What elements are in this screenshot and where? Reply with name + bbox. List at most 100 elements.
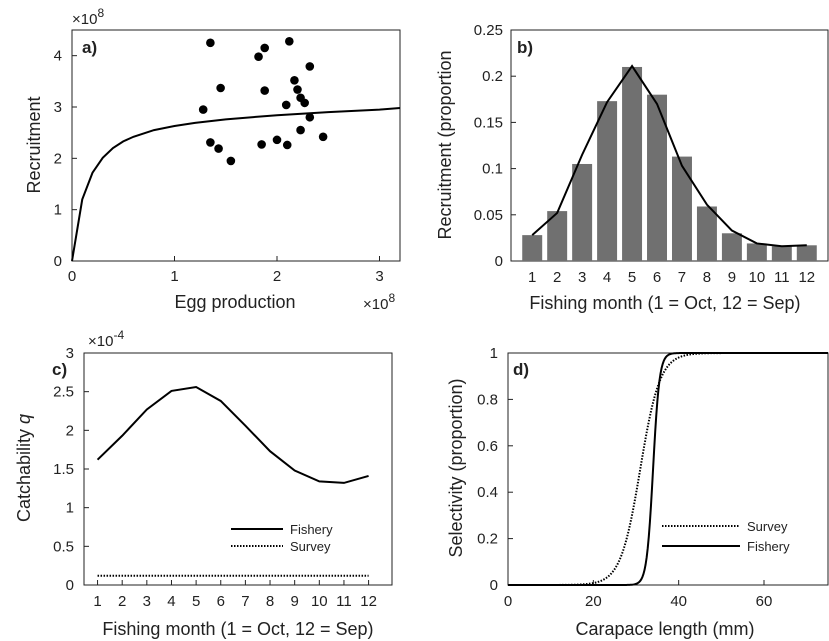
panel-c-x-tick-label: 5 — [192, 593, 200, 610]
panel-c-legend-fishery: Fishery — [290, 522, 333, 537]
panel-d: 0 20 40 60 0 0.2 0.4 0.6 0.8 1 d) Carapace lengt… — [446, 345, 829, 639]
panel-a-y-ticks: 0 1 2 3 4 — [54, 48, 77, 270]
panel-d-y-ticks: 0 0.2 0.4 0.6 0.8 1 — [477, 345, 513, 594]
bar — [671, 156, 692, 261]
scatter-point — [285, 36, 294, 46]
panel-c-x-tick-label: 11 — [336, 593, 352, 610]
panel-b-line — [531, 64, 807, 248]
panel-c-label: c) — [52, 360, 67, 379]
panel-c: 1 2 3 4 5 6 7 8 9 10 11 12 00.511.522.53 c) Fishing… — [14, 328, 393, 639]
panel-b-y-tick-label: 0.05 — [474, 207, 503, 224]
scatter-point — [216, 83, 225, 93]
panel-b-y-tick-label: 0 — [495, 253, 503, 270]
scatter-point — [272, 135, 282, 145]
panel-b-y-tick-label: 0.2 — [482, 68, 503, 85]
panel-a-y-tick-label: 4 — [54, 48, 62, 65]
scatter-point — [214, 144, 223, 153]
panel-d-lines — [508, 352, 828, 586]
panel-b-x-tick-label: 8 — [703, 269, 711, 286]
scatter-point — [254, 52, 263, 61]
panel-c-y-tick-label: 3 — [66, 345, 74, 362]
panel-d-x-tick-label: 0 — [504, 593, 512, 610]
panel-c-x-tick-label: 9 — [291, 593, 299, 610]
panel-d-x-ticks: 0 20 40 60 — [504, 580, 773, 610]
panel-d-legend-fishery: Fishery — [747, 539, 790, 554]
scatter-point — [318, 132, 328, 142]
scatter-point — [300, 98, 309, 108]
bar — [572, 163, 593, 261]
panel-c-y-multiplier: ×10-4 — [88, 328, 124, 350]
panel-d-x-tick-label: 20 — [585, 593, 602, 610]
panel-b-axes-box — [510, 29, 829, 262]
panel-b-x-tick-label: 12 — [798, 269, 815, 286]
panel-c-xlabel: Fishing month (1 = Oct, 12 = Sep) — [102, 619, 373, 639]
panel-b-x-tick-label: 7 — [678, 269, 686, 286]
panel-c-legend-survey: Survey — [290, 539, 331, 554]
panel-d-y-tick-label: 0 — [490, 577, 498, 594]
panel-d-xlabel: Carapace length (mm) — [575, 619, 754, 639]
panel-b-x-tick-label: 9 — [728, 269, 736, 286]
scatter-point — [290, 76, 299, 85]
panel-c-x-tick-label: 8 — [266, 593, 274, 610]
panel-b-x-tick-label: 10 — [749, 269, 766, 286]
panel-c-y-tick-label: 0.5 — [53, 538, 74, 555]
series-line-fishery — [96, 385, 369, 484]
scatter-point — [206, 138, 215, 147]
panel-a-xlabel: Egg production — [174, 292, 295, 312]
panel-b-x-tick-label: 6 — [653, 269, 661, 286]
panel-d-y-tick-label: 0.2 — [477, 531, 498, 548]
panel-c-ylabel: Catchability q — [14, 414, 34, 522]
series-line-fishery — [508, 352, 828, 586]
scatter-point — [257, 140, 266, 149]
bar — [721, 233, 742, 261]
bar — [796, 245, 817, 261]
panel-b-y-ticks: 0 0.05 0.1 0.15 0.2 0.25 — [474, 22, 516, 270]
panel-a-ylabel: Recruitment — [24, 96, 44, 193]
panel-d-legend: Survey Fishery — [662, 519, 790, 554]
panel-a-y-tick-label: 0 — [54, 253, 62, 270]
panel-c-x-tick-label: 3 — [143, 593, 151, 610]
panel-a-label: a) — [82, 38, 97, 57]
panel-d-label: d) — [513, 360, 529, 379]
panel-c-x-tick-label: 10 — [311, 593, 328, 610]
panel-c-y-tick-label: 1 — [66, 500, 74, 517]
panel-a-axes-box — [71, 29, 401, 262]
panel-a-y-tick-label: 1 — [54, 202, 62, 219]
panel-c-x-tick-label: 1 — [93, 593, 101, 610]
scatter-point — [293, 85, 302, 94]
panel-b-x-tick-label: 1 — [528, 269, 536, 286]
panel-c-y-tick-label: 2.5 — [53, 384, 74, 401]
panel-d-x-tick-label: 60 — [756, 593, 773, 610]
panel-c-y-tick-label: 1.5 — [53, 461, 74, 478]
panel-a-x-tick-label: 1 — [170, 268, 178, 285]
scatter-point — [198, 105, 208, 114]
panel-b-ylabel: Recruitment (proportion — [435, 50, 455, 239]
bar — [647, 94, 668, 262]
panel-b-xlabel: Fishing month (1 = Oct, 12 = Sep) — [529, 293, 800, 313]
scatter-point — [260, 86, 270, 95]
panel-c-x-tick-label: 12 — [360, 593, 377, 610]
panel-b-x-tick-label: 5 — [628, 269, 636, 286]
panel-a-y-tick-label: 3 — [54, 99, 62, 116]
scatter-point — [305, 62, 315, 71]
panel-b-x-ticks: 1 2 3 4 5 6 7 8 9 10 11 12 — [528, 269, 815, 286]
bar — [547, 211, 568, 261]
panel-b-x-tick-label: 4 — [603, 269, 611, 286]
panel-c-lines — [96, 385, 369, 577]
panel-c-x-tick-label: 2 — [118, 593, 126, 610]
panel-d-y-tick-label: 1 — [490, 345, 498, 362]
panel-a-curve — [71, 107, 401, 262]
bar — [771, 246, 792, 261]
panel-b-label: b) — [517, 38, 533, 57]
panel-d-y-tick-label: 0.4 — [477, 484, 498, 501]
panel-c-y-tick-label: 0 — [66, 577, 74, 594]
panel-d-ylabel: Selectivity (proportion) — [446, 378, 466, 557]
panel-a-x-multiplier: ×108 — [363, 291, 395, 313]
bar — [522, 235, 543, 261]
bar — [597, 101, 618, 261]
panel-a: 0 1 2 3 0 1 2 3 4 a) Egg production Recruitment… — [24, 6, 401, 313]
scatter-point — [305, 112, 315, 122]
panel-c-y-tick-label: 2 — [66, 422, 74, 439]
panel-a-x-tick-label: 2 — [273, 268, 281, 285]
